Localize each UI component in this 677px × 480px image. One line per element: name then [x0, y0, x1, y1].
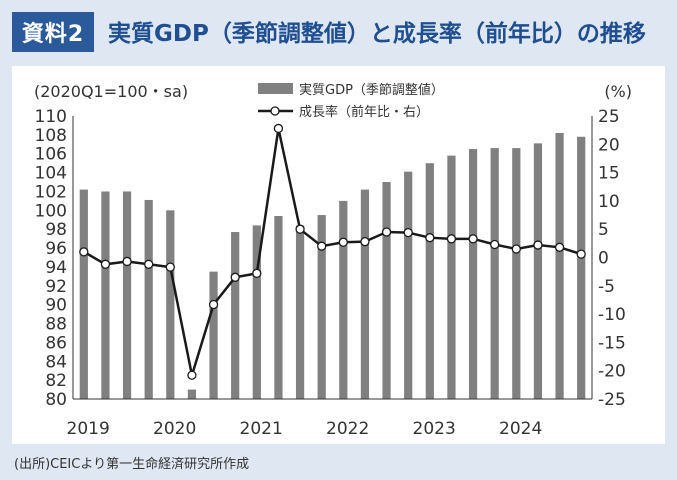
chart-title: 実質GDP（季節調整値）と成長率（前年比）の推移: [108, 21, 646, 47]
gdp-bar: [101, 191, 110, 399]
growth-point: [273, 123, 284, 134]
gdp-bar: [274, 215, 283, 399]
growth-point: [360, 237, 370, 247]
growth-point: [381, 227, 392, 237]
gdp-bar: [231, 232, 240, 399]
gdp-bar: [79, 189, 88, 399]
y-right-tick-label: -15: [598, 333, 626, 353]
growth-point: [122, 256, 132, 267]
growth-point: [208, 299, 219, 310]
source-note: (出所)CEICより第一生命経済研究所作成: [14, 457, 250, 472]
gdp-bar: [577, 136, 586, 399]
gdp-bar: [295, 225, 305, 399]
growth-point: [490, 239, 500, 250]
y-right-tick-label: 0: [598, 249, 609, 269]
gdp-bar: [533, 143, 543, 399]
growth-point: [338, 237, 348, 247]
x-tick-label: 2019: [67, 419, 110, 439]
y-left-tick-label: 96: [45, 239, 67, 259]
y-right-tick-label: 10: [598, 192, 620, 212]
y-right-tick-label: -5: [598, 277, 615, 297]
growth-point: [165, 262, 175, 272]
y-left-tick-label: 94: [45, 258, 67, 278]
gdp-bar: [209, 271, 218, 399]
growth-point: [403, 227, 413, 238]
gdp-bar: [166, 210, 175, 399]
y-left-tick-label: 84: [45, 352, 67, 372]
x-tick-label: 2022: [326, 419, 369, 439]
growth-point: [511, 244, 521, 254]
y-left-tick-label: 104: [35, 164, 67, 184]
y-left-unit-label: (2020Q1=100・sa): [34, 82, 188, 101]
growth-point: [468, 234, 478, 244]
gdp-bar: [122, 191, 132, 399]
y-right-tick-label: 25: [598, 107, 620, 127]
y-right-tick-label: 5: [598, 220, 609, 240]
y-left-tick-label: 100: [35, 201, 67, 221]
gdp-bar: [404, 171, 413, 399]
legend-bar-swatch: [258, 83, 293, 94]
x-tick-label: 2024: [499, 419, 542, 439]
y-left-tick-label: 90: [45, 296, 67, 316]
y-right-tick-label: 15: [598, 164, 620, 184]
legend-line-marker: [270, 106, 280, 116]
legend-bar-label: 実質GDP（季節調整値）: [299, 82, 444, 98]
gdp-bar: [252, 225, 261, 399]
gdp-bar: [512, 148, 521, 399]
growth-point: [317, 241, 327, 251]
y-left-tick-label: 82: [45, 371, 67, 391]
y-left-tick-label: 92: [45, 277, 67, 297]
gdp-bar: [144, 199, 153, 399]
growth-point: [554, 242, 565, 252]
growth-point: [252, 268, 262, 278]
gdp-bar: [187, 389, 197, 399]
gdp-bar: [317, 215, 326, 399]
growth-point: [533, 240, 543, 250]
growth-point: [230, 272, 240, 282]
y-right-tick-label: -10: [598, 305, 626, 325]
chart-panel: 80 82 84 86 88 90 92 94 96 98 100 102 104 106 108 110 -2…: [12, 66, 665, 444]
gdp-bar: [382, 182, 391, 399]
x-tick-label: 2023: [413, 419, 456, 439]
gdp-bar: [555, 132, 564, 399]
gdp-chart: 80828486889092949698100102104106108110-2…: [34, 82, 632, 439]
gdp-bar: [468, 149, 478, 399]
y-left-tick-label: 110: [35, 107, 67, 127]
gdp-bar: [425, 163, 434, 399]
x-tick-label: 2020: [153, 419, 196, 439]
growth-line: [83, 128, 582, 376]
y-left-tick-label: 86: [45, 333, 67, 353]
gdp-bar: [447, 155, 456, 399]
gdp-bar: [360, 189, 370, 399]
header: 資料2 実質GDP（季節調整値）と成長率（前年比）の推移: [0, 0, 677, 62]
growth-point: [187, 370, 197, 380]
y-left-tick-label: 108: [35, 126, 67, 146]
legend-line-label: 成長率（前年比・右）: [299, 104, 429, 120]
y-left-tick-label: 88: [45, 315, 67, 335]
figure-badge: 資料2: [12, 12, 94, 52]
y-left-tick-label: 102: [35, 182, 67, 202]
growth-point: [79, 247, 89, 257]
growth-point: [446, 234, 457, 244]
growth-point: [100, 259, 111, 269]
gdp-bar: [339, 200, 348, 399]
y-left-tick-label: 80: [45, 390, 67, 410]
y-right-tick-label: -25: [598, 390, 626, 410]
x-tick-label: 2021: [240, 419, 283, 439]
y-right-tick-label: -20: [598, 362, 626, 382]
y-left-tick-label: 98: [45, 220, 67, 240]
growth-point: [576, 249, 586, 259]
growth-point: [295, 224, 305, 234]
y-left-tick-label: 106: [35, 145, 67, 165]
y-right-unit-label: (%): [604, 82, 632, 101]
growth-point: [144, 259, 154, 269]
gdp-bar: [490, 148, 499, 399]
y-right-tick-label: 20: [598, 135, 620, 155]
growth-point: [425, 233, 435, 243]
